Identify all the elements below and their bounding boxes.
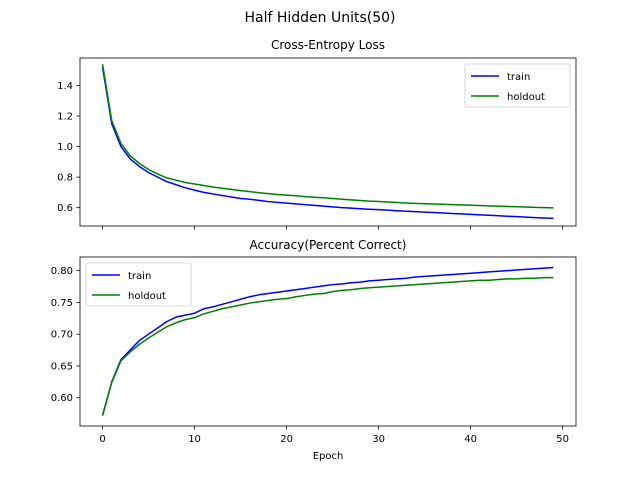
loss-legend-label-train: train bbox=[507, 72, 530, 83]
loss-y-tick-label: 0.6 bbox=[57, 203, 73, 214]
accuracy-x-tick-label: 10 bbox=[188, 434, 201, 445]
accuracy-axes-frame bbox=[79, 256, 577, 427]
accuracy-y-tick-label: 0.70 bbox=[51, 330, 73, 341]
accuracy-x-tick-label: 20 bbox=[280, 434, 293, 445]
loss-legend: train holdout bbox=[464, 63, 571, 108]
accuracy-x-tick-label: 30 bbox=[372, 434, 385, 445]
accuracy-panel: Accuracy(Percent Correct) 0 10 20 30 40 50 0.60… bbox=[51, 238, 577, 462]
accuracy-y-tick-label: 0.60 bbox=[51, 393, 73, 404]
accuracy-y-tick-label: 0.75 bbox=[51, 298, 73, 309]
accuracy-series-holdout-line bbox=[101, 276, 554, 416]
loss-series-train-line bbox=[101, 67, 554, 220]
loss-axes-frame bbox=[79, 57, 577, 227]
accuracy-legend: train holdout bbox=[85, 262, 192, 307]
loss-title: Cross-Entropy Loss bbox=[271, 38, 385, 52]
accuracy-x-tick-label: 40 bbox=[464, 434, 477, 445]
accuracy-legend-label-train: train bbox=[128, 271, 151, 282]
accuracy-x-axis-label: Epoch bbox=[313, 451, 344, 462]
accuracy-title: Accuracy(Percent Correct) bbox=[250, 238, 407, 252]
accuracy-legend-label-holdout: holdout bbox=[128, 291, 166, 302]
loss-legend-label-holdout: holdout bbox=[507, 92, 545, 103]
loss-panel: Cross-Entropy Loss 0.6 0.8 1.0 1.2 1.4 train ho… bbox=[57, 38, 577, 230]
loss-y-tick-label: 1.0 bbox=[57, 142, 73, 153]
accuracy-y-tick-label: 0.65 bbox=[51, 361, 73, 372]
accuracy-y-tick-label: 0.80 bbox=[51, 266, 73, 277]
accuracy-x-tick-label: 0 bbox=[99, 434, 105, 445]
loss-y-tick-label: 1.4 bbox=[57, 81, 73, 92]
loss-y-tick-label: 0.8 bbox=[57, 173, 73, 184]
accuracy-x-tick-label: 50 bbox=[556, 434, 569, 445]
loss-series-holdout-line bbox=[101, 63, 554, 209]
figure-suptitle: Half Hidden Units(50) bbox=[244, 10, 395, 26]
loss-y-tick-label: 1.2 bbox=[57, 112, 73, 123]
accuracy-series-train-line bbox=[101, 266, 554, 416]
